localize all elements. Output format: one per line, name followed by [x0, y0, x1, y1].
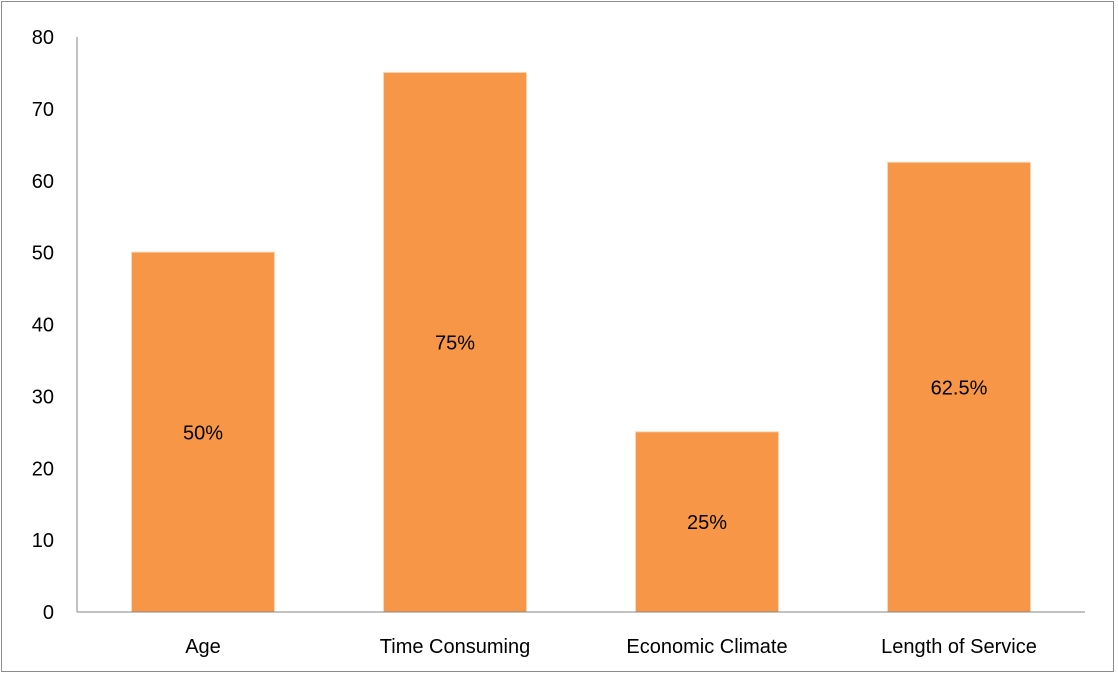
data-labels: 50% 75% 25% 62.5% [183, 332, 988, 534]
data-label: 62.5% [931, 377, 988, 399]
y-tick-label: 30 [32, 386, 54, 408]
bar [384, 72, 526, 612]
bar [132, 252, 274, 612]
y-tick-label: 10 [32, 530, 54, 552]
y-tick-label: 80 [32, 27, 54, 49]
x-tick-label: Time Consuming [380, 636, 530, 658]
axes [76, 37, 1085, 613]
data-label: 75% [435, 332, 475, 354]
y-tick-label: 50 [32, 243, 54, 265]
data-label: 50% [183, 422, 223, 444]
x-tick-label: Economic Climate [626, 636, 787, 658]
category-labels: Age Time Consuming Economic Climate Length … [185, 636, 1037, 658]
y-tick-label: 60 [32, 171, 54, 193]
bar [636, 432, 778, 612]
y-tick-label: 0 [43, 602, 54, 624]
bar [888, 162, 1030, 612]
x-tick-label: Age [185, 636, 221, 658]
x-tick-label: Length of Service [881, 636, 1037, 658]
data-label: 25% [687, 512, 727, 534]
y-tick-label: 40 [32, 315, 54, 337]
y-tick-label: 70 [32, 99, 54, 121]
y-axis-ticks: 0 10 20 30 40 50 60 70 80 [32, 27, 54, 624]
bars [131, 71, 1031, 612]
y-tick-label: 20 [32, 458, 54, 480]
